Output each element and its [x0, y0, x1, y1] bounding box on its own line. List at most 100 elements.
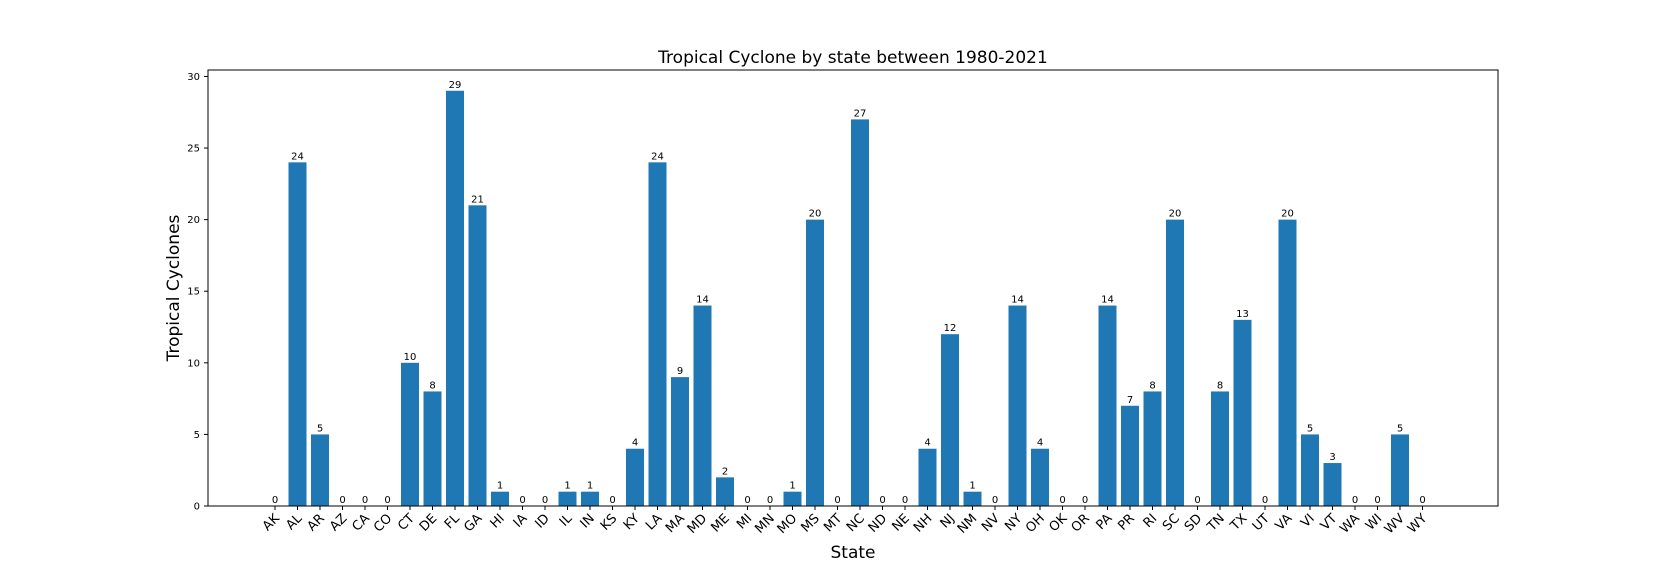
data-label-ND: 0	[879, 495, 885, 506]
x-tick-label-CT: CT	[395, 511, 418, 534]
data-label-HI: 1	[497, 481, 503, 492]
data-label-WV: 5	[1397, 423, 1403, 434]
data-label-AZ: 0	[339, 495, 345, 506]
data-label-LA: 24	[651, 151, 664, 162]
x-tick-label-MD: MD	[685, 511, 711, 537]
data-label-WI: 0	[1374, 495, 1380, 506]
bar-LA	[648, 162, 667, 506]
data-label-KY: 4	[632, 438, 638, 449]
bar-KY	[626, 448, 644, 506]
bar-VA	[1278, 219, 1297, 506]
data-label-NC: 27	[854, 108, 867, 119]
x-tick-label-LA: LA	[643, 511, 665, 533]
x-tick-label-TX: TX	[1227, 511, 1250, 534]
data-label-MT: 0	[834, 495, 840, 506]
x-tick-label-WV: WV	[1382, 511, 1408, 537]
y-tick-label-25: 25	[187, 144, 200, 155]
x-tick-label-NC: NC	[844, 511, 868, 535]
y-tick-label-20: 20	[187, 215, 200, 226]
bar-NC	[851, 119, 869, 507]
data-label-VT: 3	[1329, 452, 1335, 463]
bar-WV	[1391, 434, 1409, 506]
data-label-AL: 24	[291, 151, 304, 162]
data-label-IL: 1	[564, 481, 570, 492]
data-label-CO: 0	[384, 495, 390, 506]
x-tick-label-SD: SD	[1182, 511, 1206, 535]
x-tick-label-AK: AK	[260, 511, 283, 534]
bar-PR	[1121, 405, 1139, 506]
data-label-IA: 0	[519, 495, 525, 506]
data-label-SC: 20	[1169, 209, 1182, 220]
data-label-GA: 21	[471, 194, 484, 205]
data-label-MI: 0	[744, 495, 750, 506]
x-tick-label-MA: MA	[663, 511, 688, 536]
y-axis-ticks: 0 5 10 15 20 25 30	[187, 72, 208, 513]
bar-OH	[1031, 448, 1049, 506]
data-label-VI: 5	[1307, 423, 1313, 434]
x-tick-label-CA: CA	[350, 511, 373, 534]
x-tick-label-MN: MN	[752, 511, 777, 536]
data-label-MA: 9	[677, 366, 683, 377]
x-tick-label-HI: HI	[488, 511, 508, 531]
bar-VI	[1301, 434, 1319, 506]
data-label-NE: 0	[902, 495, 908, 506]
x-tick-label-NH: NH	[911, 511, 935, 535]
x-tick-label-MS: MS	[798, 511, 822, 535]
bar-MA	[671, 377, 689, 506]
x-tick-label-OK: OK	[1046, 511, 1070, 535]
x-tick-label-AZ: AZ	[327, 511, 350, 534]
data-label-SD: 0	[1194, 495, 1200, 506]
data-label-VA: 20	[1281, 209, 1294, 220]
data-label-OK: 0	[1059, 495, 1065, 506]
bars-layer	[288, 90, 1409, 507]
data-label-RI: 8	[1149, 380, 1155, 391]
data-label-UT: 0	[1262, 495, 1268, 506]
x-tick-label-PR: PR	[1115, 511, 1138, 534]
x-tick-label-WI: WI	[1363, 511, 1385, 533]
data-label-AK: 0	[272, 495, 278, 506]
data-label-TX: 13	[1236, 309, 1249, 320]
bar-GA	[468, 205, 487, 506]
x-tick-label-WY: WY	[1405, 511, 1430, 536]
bar-SC	[1166, 219, 1184, 506]
bar-FL	[446, 90, 464, 506]
data-label-NJ: 12	[944, 323, 957, 334]
data-label-NV: 0	[992, 495, 998, 506]
bar-NJ	[941, 334, 959, 506]
data-label-OR: 0	[1082, 495, 1088, 506]
data-label-MO: 1	[789, 481, 795, 492]
x-tick-label-DE: DE	[417, 511, 441, 535]
x-tick-label-GA: GA	[461, 511, 485, 535]
bar-IL	[558, 491, 577, 506]
data-label-WA: 0	[1352, 495, 1358, 506]
bar-CT	[401, 362, 419, 506]
bar-NM	[963, 491, 982, 506]
data-label-MN: 0	[767, 495, 773, 506]
x-tick-label-VT: VT	[1318, 511, 1341, 534]
x-tick-label-ID: ID	[532, 511, 552, 531]
x-tick-label-UT: UT	[1250, 511, 1273, 534]
x-tick-label-SC: SC	[1160, 511, 1183, 534]
bar-TN	[1211, 391, 1229, 506]
x-tick-label-MT: MT	[821, 511, 845, 535]
data-label-ME: 2	[722, 466, 728, 477]
x-tick-label-VI: VI	[1298, 511, 1318, 531]
data-label-WY: 0	[1419, 495, 1425, 506]
data-label-FL: 29	[449, 80, 462, 91]
x-tick-label-RI: RI	[1141, 511, 1161, 531]
y-tick-label-0: 0	[194, 502, 200, 513]
data-label-NH: 4	[924, 438, 930, 449]
plot-frame	[207, 69, 1499, 507]
chart-title: Tropical Cyclone by state between 1980-2…	[657, 48, 1048, 68]
x-tick-label-CO: CO	[371, 511, 395, 535]
x-tick-label-MO: MO	[775, 511, 801, 537]
bar-AL	[288, 162, 307, 506]
bar-TX	[1233, 319, 1252, 506]
bar-IN	[581, 491, 599, 506]
x-tick-label-NM: NM	[955, 511, 980, 536]
bar-MD	[693, 305, 712, 506]
data-label-TN: 8	[1217, 380, 1223, 391]
